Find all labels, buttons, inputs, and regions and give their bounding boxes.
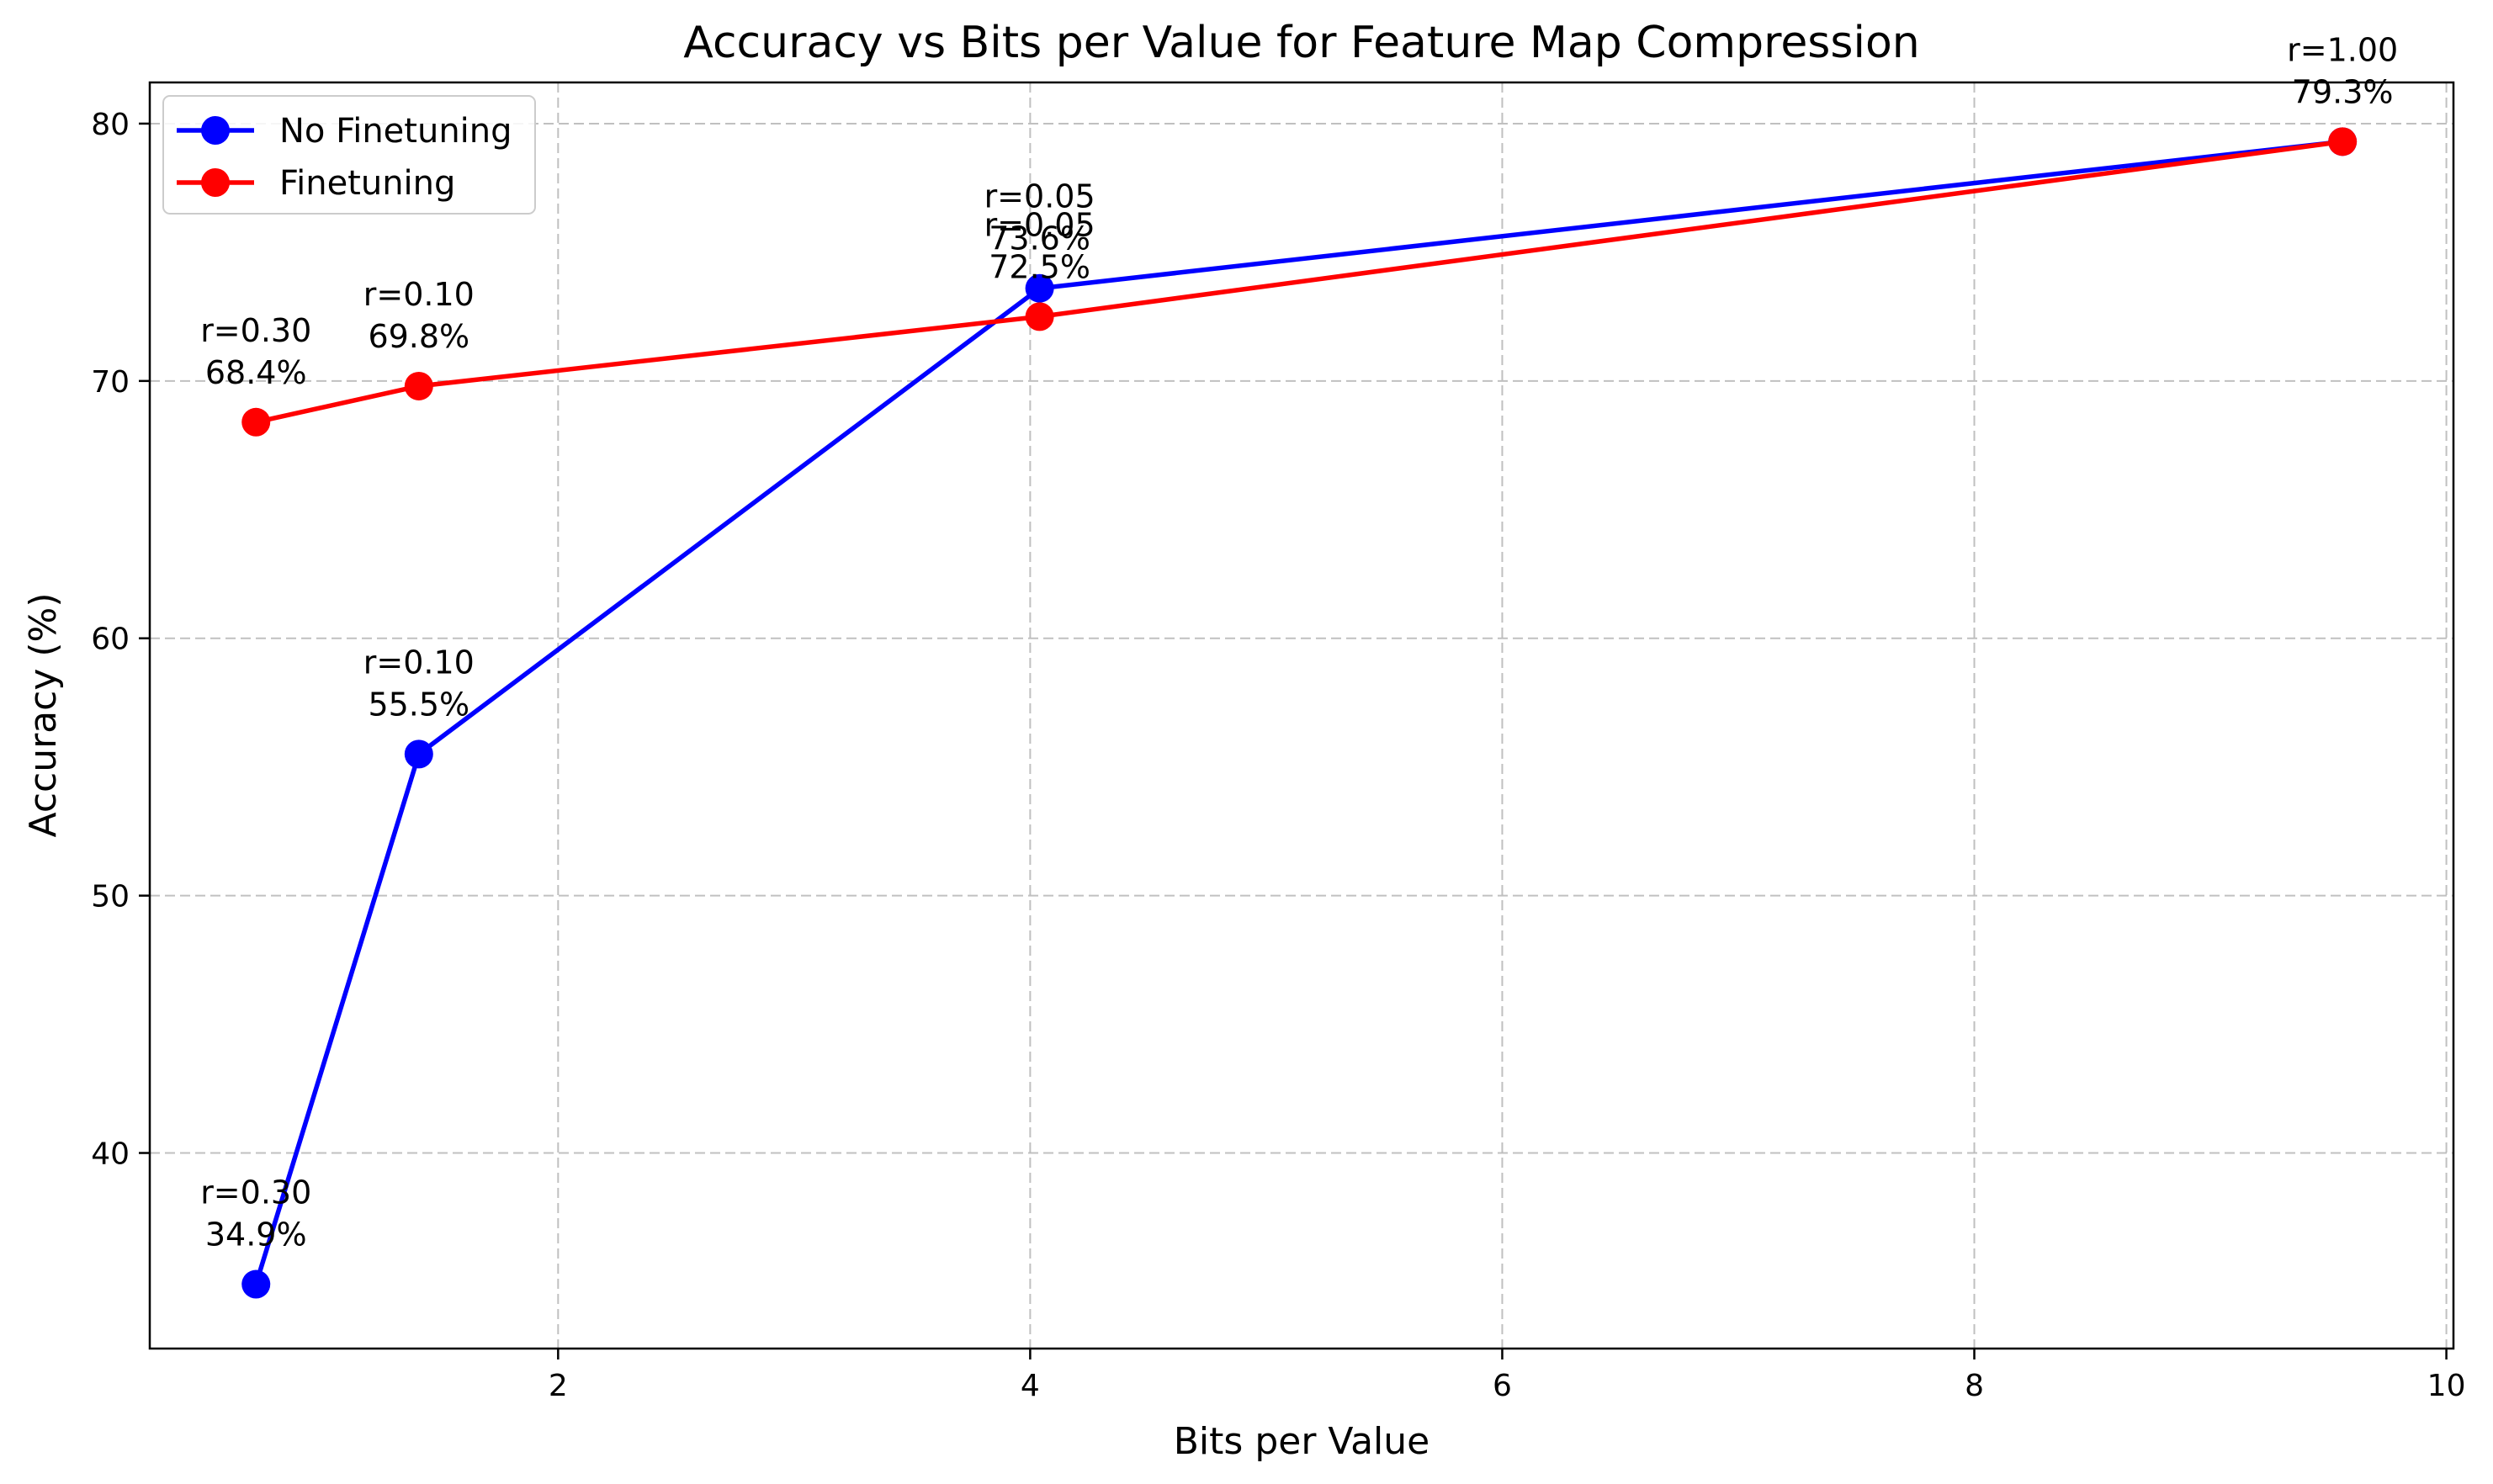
plot-frame <box>148 81 2455 1350</box>
axis-ticks: 2 4 6 8 10 40 50 60 70 80 <box>91 108 2465 1403</box>
data-label-ratio-finetuning-1: r=0.10 <box>363 276 475 313</box>
data-label-ratio-finetuning-3: r=1.00 <box>2287 31 2398 68</box>
x-tick-label-0: 2 <box>549 1369 568 1403</box>
x-tick-label-3: 8 <box>1965 1369 1984 1403</box>
series-line-no-finetuning <box>253 139 2343 1285</box>
y-tick-label-3: 70 <box>91 365 130 400</box>
data-label-accuracy-no-finetuning-2: 73.6% <box>989 220 1090 257</box>
y-tick-label-0: 40 <box>91 1137 130 1172</box>
data-label-ratio-no-finetuning-1: r=0.10 <box>363 644 475 681</box>
grid <box>150 82 2453 1349</box>
data-label-ratio-finetuning-0: r=0.30 <box>200 312 311 349</box>
series-line-finetuning <box>255 139 2343 425</box>
legend-label-finetuning: Finetuning <box>279 164 455 203</box>
data-point-no-finetuning-2 <box>1025 273 1054 303</box>
data-label-accuracy-no-finetuning-0: 34.9% <box>205 1216 307 1253</box>
legend-box <box>162 95 536 215</box>
data-label-accuracy-finetuning-3: 79.3% <box>2292 73 2394 110</box>
x-tick-label-4: 10 <box>2427 1369 2466 1403</box>
data-label-ratio-no-finetuning-2: r=0.05 <box>984 178 1095 215</box>
y-tick-label-1: 50 <box>91 880 130 914</box>
y-tick-label-2: 60 <box>91 623 130 657</box>
data-point-no-finetuning-1 <box>404 739 433 769</box>
data-label-accuracy-finetuning-0: 68.4% <box>205 354 307 391</box>
legend-marker-no-finetuning <box>201 116 230 145</box>
data-label-ratio-finetuning-2: r=0.05 <box>984 206 1095 243</box>
data-label-accuracy-finetuning-2: 72.5% <box>989 248 1090 285</box>
y-axis-label: Accuracy (%) <box>22 592 65 837</box>
y-tick-label-4: 80 <box>91 108 130 142</box>
chart-title: Accuracy vs Bits per Value for Feature M… <box>683 18 1919 68</box>
data-point-finetuning-0 <box>241 407 271 437</box>
data-point-finetuning-2 <box>1025 302 1054 331</box>
legend: No Finetuning Finetuning <box>162 95 536 215</box>
x-tick-label-2: 6 <box>1493 1369 1512 1403</box>
data-point-no-finetuning-0 <box>241 1269 271 1299</box>
series-layer <box>241 127 2358 1299</box>
x-axis-label: Bits per Value <box>1174 1420 1429 1463</box>
legend-marker-finetuning <box>201 168 230 197</box>
legend-label-no-finetuning: No Finetuning <box>279 112 512 151</box>
data-labels: r=0.3034.9%r=0.1055.5%r=0.0573.6%r=0.306… <box>200 31 2398 1253</box>
data-label-accuracy-no-finetuning-1: 55.5% <box>368 686 469 723</box>
x-tick-label-1: 4 <box>1021 1369 1040 1403</box>
data-label-ratio-no-finetuning-0: r=0.30 <box>200 1174 311 1211</box>
data-point-finetuning-1 <box>404 371 433 400</box>
data-point-finetuning-3 <box>2328 127 2358 156</box>
data-label-accuracy-finetuning-1: 69.8% <box>368 318 469 355</box>
